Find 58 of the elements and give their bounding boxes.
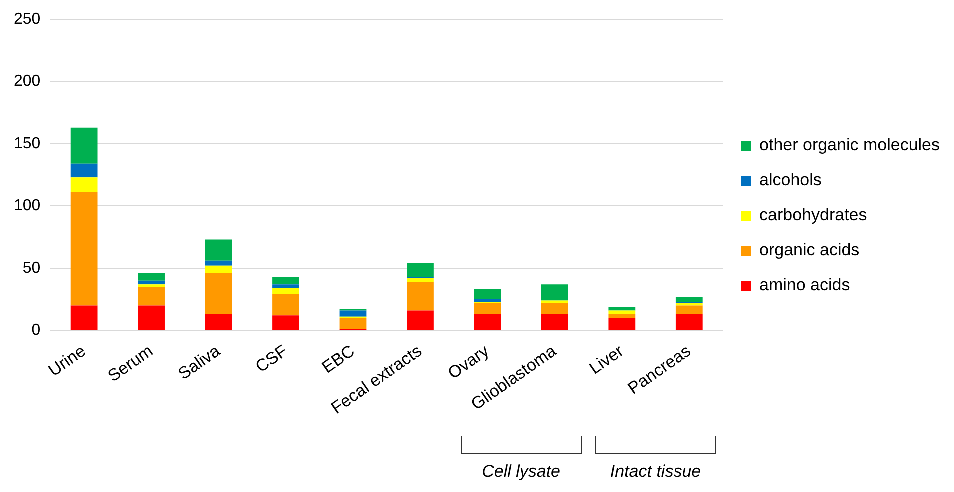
- bar: [138, 284, 165, 288]
- bar: [474, 314, 502, 330]
- bar: [205, 314, 232, 330]
- bar: [676, 306, 703, 314]
- bar: [205, 260, 232, 266]
- bar: [676, 303, 703, 306]
- bar: [138, 273, 165, 281]
- bar: [541, 284, 568, 301]
- y-tick-label: 50: [22, 260, 41, 277]
- bar: [272, 277, 300, 285]
- bar: [272, 316, 300, 330]
- bar: [205, 273, 232, 314]
- y-tick-label: 200: [14, 73, 41, 90]
- bar: [541, 314, 568, 330]
- bar: [608, 310, 636, 314]
- y-tick-label: 150: [14, 135, 41, 152]
- x-tick-label: CSF: [252, 342, 291, 377]
- legend-label: organic acids: [760, 240, 860, 260]
- bar: [676, 314, 703, 330]
- legend-label: amino acids: [760, 276, 850, 295]
- bar: [340, 318, 367, 330]
- legend-label: carbohydrates: [760, 206, 868, 225]
- bar: [70, 178, 98, 193]
- bar: [272, 294, 300, 316]
- bar: [541, 300, 568, 304]
- bar: [407, 282, 434, 311]
- bar: [70, 128, 98, 164]
- legend-label: alcohols: [760, 170, 822, 190]
- bar: [407, 263, 434, 278]
- bar: [272, 288, 300, 295]
- bar: [70, 306, 98, 330]
- bar: [205, 266, 232, 274]
- y-tick-label: 100: [14, 198, 41, 215]
- bar: [70, 192, 98, 306]
- legend-label: other organic molecules: [760, 136, 940, 155]
- x-tick-label: Urine: [45, 342, 90, 380]
- bar: [608, 318, 636, 330]
- bar: [608, 314, 636, 318]
- x-tick-label: EBC: [318, 342, 358, 378]
- bar: [407, 310, 434, 330]
- bar: [138, 306, 165, 330]
- bar: [474, 303, 502, 314]
- bar: [272, 284, 300, 288]
- text: Intact tissue: [609, 462, 702, 482]
- bar: [138, 287, 165, 306]
- bar: [474, 290, 502, 300]
- y-tick-label: 250: [14, 11, 41, 28]
- text: Cell lysate: [481, 462, 562, 482]
- x-tick-label: Liver: [586, 341, 628, 378]
- bar: [205, 240, 232, 261]
- bar: [340, 310, 367, 317]
- bar: [608, 306, 636, 311]
- bar: [407, 278, 434, 282]
- y-tick-label: 0: [32, 322, 41, 340]
- bar: [676, 297, 703, 302]
- bar: [70, 164, 98, 178]
- bar: [138, 280, 165, 285]
- bar: [541, 303, 568, 314]
